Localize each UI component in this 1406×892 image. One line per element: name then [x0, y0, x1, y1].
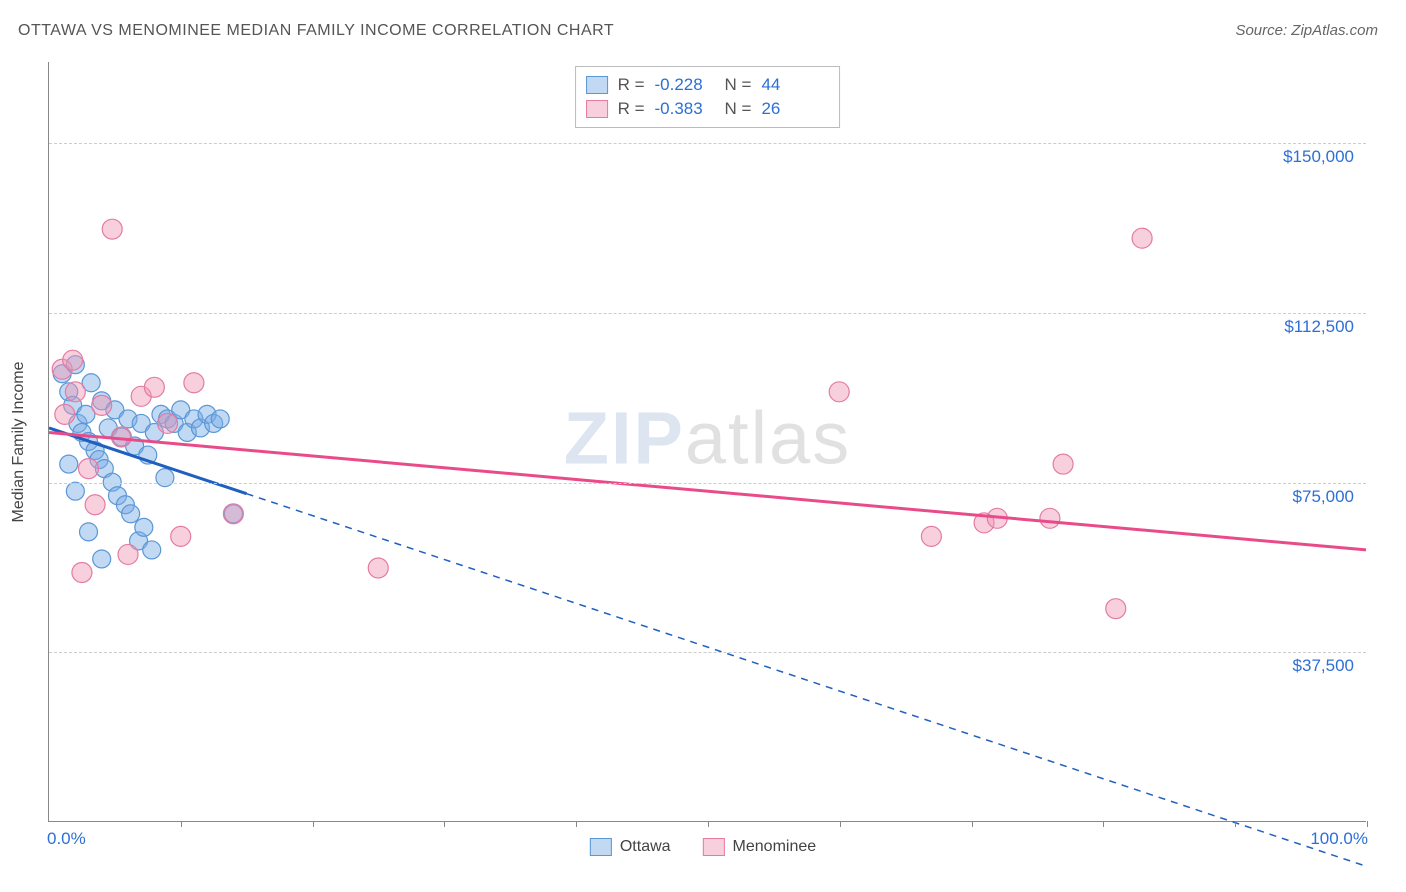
- legend-swatch: [590, 838, 612, 856]
- scatter-point: [66, 482, 84, 500]
- scatter-point: [80, 523, 98, 541]
- scatter-point: [171, 526, 191, 546]
- scatter-point: [158, 413, 178, 433]
- r-value: -0.228: [655, 75, 715, 95]
- scatter-point: [79, 459, 99, 479]
- scatter-point: [921, 526, 941, 546]
- legend-item: Menominee: [703, 838, 817, 856]
- scatter-point: [102, 219, 122, 239]
- source-label: Source: ZipAtlas.com: [1235, 22, 1378, 39]
- x-tick: [840, 821, 841, 827]
- plot-svg: [49, 62, 1366, 821]
- y-tick-label: $37,500: [1293, 656, 1354, 676]
- legend-swatch: [586, 100, 608, 118]
- x-tick: [1103, 821, 1104, 827]
- x-tick: [313, 821, 314, 827]
- plot-area: Median Family Income ZIPatlas R =-0.228N…: [48, 62, 1366, 822]
- trend-line-solid: [49, 432, 1366, 549]
- scatter-point: [143, 541, 161, 559]
- trend-line-dashed: [247, 494, 1366, 866]
- stats-row: R = -0.228 N = 44: [586, 73, 822, 97]
- scatter-point: [144, 377, 164, 397]
- x-tick: [181, 821, 182, 827]
- n-value: 44: [761, 75, 821, 95]
- legend-label: Menominee: [733, 838, 817, 856]
- scatter-point: [1132, 228, 1152, 248]
- scatter-point: [93, 550, 111, 568]
- scatter-point: [55, 404, 75, 424]
- scatter-point: [368, 558, 388, 578]
- y-tick-label: $112,500: [1284, 317, 1354, 337]
- x-tick: [708, 821, 709, 827]
- legend-swatch: [703, 838, 725, 856]
- bottom-legend: Ottawa Menominee: [590, 838, 816, 856]
- legend-swatch: [586, 76, 608, 94]
- scatter-point: [135, 518, 153, 536]
- r-label: R =: [618, 75, 645, 95]
- scatter-point: [829, 382, 849, 402]
- x-tick: [576, 821, 577, 827]
- stats-row: R = -0.383 N = 26: [586, 97, 822, 121]
- scatter-point: [85, 495, 105, 515]
- x-tick: [1367, 821, 1368, 827]
- x-tick: [1235, 821, 1236, 827]
- scatter-point: [1106, 599, 1126, 619]
- scatter-point: [63, 350, 83, 370]
- stats-legend-box: R = -0.228 N = 44 R = -0.383 N = 26: [575, 66, 841, 128]
- gridline: [49, 313, 1366, 314]
- x-axis-end-label: 100.0%: [1310, 829, 1368, 849]
- chart-container: OTTAWA VS MENOMINEE MEDIAN FAMILY INCOME…: [0, 0, 1406, 892]
- gridline: [49, 483, 1366, 484]
- n-value: 26: [761, 99, 821, 119]
- n-label: N =: [725, 99, 752, 119]
- y-axis-title: Median Family Income: [10, 361, 28, 522]
- y-tick-label: $150,000: [1283, 147, 1354, 167]
- scatter-point: [211, 410, 229, 428]
- x-axis-start-label: 0.0%: [47, 829, 86, 849]
- scatter-point: [92, 395, 112, 415]
- r-value: -0.383: [655, 99, 715, 119]
- scatter-point: [118, 544, 138, 564]
- y-tick-label: $75,000: [1293, 487, 1354, 507]
- scatter-point: [1053, 454, 1073, 474]
- r-label: R =: [618, 99, 645, 119]
- gridline: [49, 652, 1366, 653]
- scatter-point: [1040, 508, 1060, 528]
- gridline: [49, 143, 1366, 144]
- scatter-point: [72, 563, 92, 583]
- scatter-point: [60, 455, 78, 473]
- chart-title: OTTAWA VS MENOMINEE MEDIAN FAMILY INCOME…: [18, 22, 614, 40]
- n-label: N =: [725, 75, 752, 95]
- legend-label: Ottawa: [620, 838, 671, 856]
- scatter-point: [223, 504, 243, 524]
- scatter-point: [65, 382, 85, 402]
- x-tick: [972, 821, 973, 827]
- scatter-point: [184, 373, 204, 393]
- scatter-point: [122, 505, 140, 523]
- legend-item: Ottawa: [590, 838, 671, 856]
- scatter-point: [156, 469, 174, 487]
- x-tick: [444, 821, 445, 827]
